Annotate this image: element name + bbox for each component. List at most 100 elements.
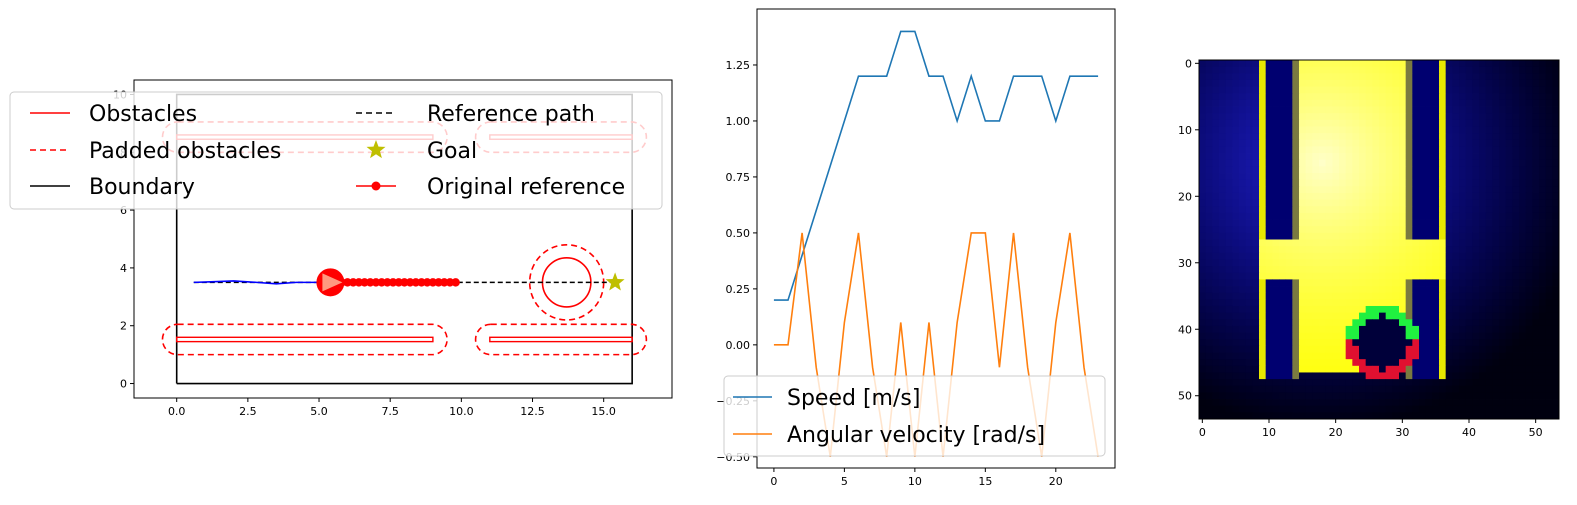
heatmap-cell <box>1379 93 1387 101</box>
heatmap-cell <box>1385 206 1393 214</box>
heatmap-cell <box>1499 232 1507 240</box>
heatmap-cell <box>1245 212 1253 220</box>
heatmap-cell <box>1252 279 1260 287</box>
heatmap-cell <box>1325 206 1333 214</box>
heatmap-cell <box>1339 212 1347 220</box>
heatmap-cell <box>1512 159 1520 167</box>
heatmap-cell <box>1505 126 1513 134</box>
heatmap-cell <box>1459 246 1467 254</box>
heatmap-cell <box>1305 73 1313 81</box>
heatmap-cell <box>1525 339 1533 347</box>
heatmap-cell <box>1232 226 1240 234</box>
heatmap-cell <box>1372 106 1380 114</box>
heatmap-cell <box>1285 252 1293 260</box>
heatmap-cell <box>1285 365 1293 373</box>
heatmap-cell <box>1219 252 1227 260</box>
heatmap-cell <box>1265 299 1273 307</box>
heatmap-cell <box>1312 365 1320 373</box>
heatmap-cell <box>1345 166 1353 174</box>
heatmap-cell <box>1372 113 1380 121</box>
heatmap-cell <box>1219 379 1227 387</box>
heatmap-cell <box>1372 299 1380 307</box>
heatmap-cell <box>1325 113 1333 121</box>
heatmap-cell <box>1352 332 1360 340</box>
original-reference-point <box>451 278 460 287</box>
heatmap-cell <box>1412 86 1420 94</box>
heatmap-cell <box>1539 339 1547 347</box>
heatmap-cell <box>1259 73 1267 81</box>
heatmap-cell <box>1445 119 1453 127</box>
heatmap-cell <box>1499 292 1507 300</box>
heatmap-cell <box>1365 99 1373 107</box>
heatmap-cell <box>1485 385 1493 393</box>
heatmap-cell <box>1279 332 1287 340</box>
heatmap-cell <box>1245 399 1253 407</box>
heatmap-cell <box>1485 266 1493 274</box>
heatmap-cell <box>1199 66 1207 74</box>
heatmap-cell <box>1272 399 1280 407</box>
heatmap-cell <box>1485 199 1493 207</box>
heatmap-cell <box>1512 99 1520 107</box>
heatmap-cell <box>1552 372 1560 380</box>
heatmap-cell <box>1272 319 1280 327</box>
heatmap-cell <box>1325 86 1333 94</box>
heatmap-cell <box>1425 379 1433 387</box>
heatmap-cell <box>1279 405 1287 413</box>
heatmap-cell <box>1399 86 1407 94</box>
heatmap-cell <box>1425 159 1433 167</box>
heatmap-cell <box>1325 219 1333 227</box>
heatmap-cell <box>1219 60 1227 68</box>
heatmap-cell <box>1285 219 1293 227</box>
heatmap-cell <box>1205 119 1213 127</box>
heatmap-cell <box>1485 153 1493 161</box>
heatmap-cell <box>1405 166 1413 174</box>
heatmap-cell <box>1439 153 1447 161</box>
heatmap-cell <box>1512 219 1520 227</box>
heatmap-cell <box>1292 379 1300 387</box>
heatmap-cell <box>1512 192 1520 201</box>
heatmap-cell <box>1359 139 1367 147</box>
heatmap-cell <box>1519 232 1527 240</box>
heatmap-cell <box>1345 219 1353 227</box>
heatmap-cell <box>1412 106 1420 114</box>
heatmap-cell <box>1459 259 1467 267</box>
heatmap-cell <box>1219 192 1227 201</box>
heatmap-cell <box>1385 232 1393 240</box>
heatmap-cell <box>1499 392 1507 400</box>
heatmap-cell <box>1472 246 1480 254</box>
heatmap-cell <box>1259 379 1267 387</box>
heatmap-cell <box>1439 339 1447 347</box>
heatmap-cell <box>1379 379 1387 387</box>
heatmap-cell <box>1392 259 1400 267</box>
heatmap-cell <box>1219 325 1227 333</box>
heatmap-cell <box>1405 292 1413 300</box>
heatmap-cell <box>1359 372 1367 380</box>
heatmap-cell <box>1552 199 1560 207</box>
heatmap-cell <box>1292 239 1300 247</box>
heatmap-cell <box>1445 192 1453 201</box>
heatmap-cell <box>1392 379 1400 387</box>
heatmap-cell <box>1359 179 1367 187</box>
heatmap-cell <box>1332 379 1340 387</box>
heatmap-cell <box>1405 299 1413 307</box>
heatmap-cell <box>1465 106 1473 114</box>
heatmap-cell <box>1472 119 1480 127</box>
heatmap-cell <box>1272 272 1280 280</box>
heatmap-cell <box>1265 226 1273 234</box>
heatmap-cell <box>1212 379 1220 387</box>
heatmap-cell <box>1472 372 1480 380</box>
heatmap-cell <box>1299 412 1307 420</box>
heatmap-cell <box>1379 99 1387 107</box>
heatmap-cell <box>1385 199 1393 207</box>
heatmap-cell <box>1445 325 1453 333</box>
heatmap-cell <box>1272 312 1280 320</box>
heatmap-cell <box>1552 60 1560 68</box>
heatmap-cell <box>1339 412 1347 420</box>
legend-label: Angular velocity [rad/s] <box>787 423 1045 448</box>
heatmap-cell <box>1285 332 1293 340</box>
heatmap-cell <box>1399 232 1407 240</box>
heatmap-cell <box>1499 79 1507 87</box>
heatmap-cell <box>1312 219 1320 227</box>
heatmap-cell <box>1479 119 1487 127</box>
heatmap-cell <box>1432 312 1440 320</box>
